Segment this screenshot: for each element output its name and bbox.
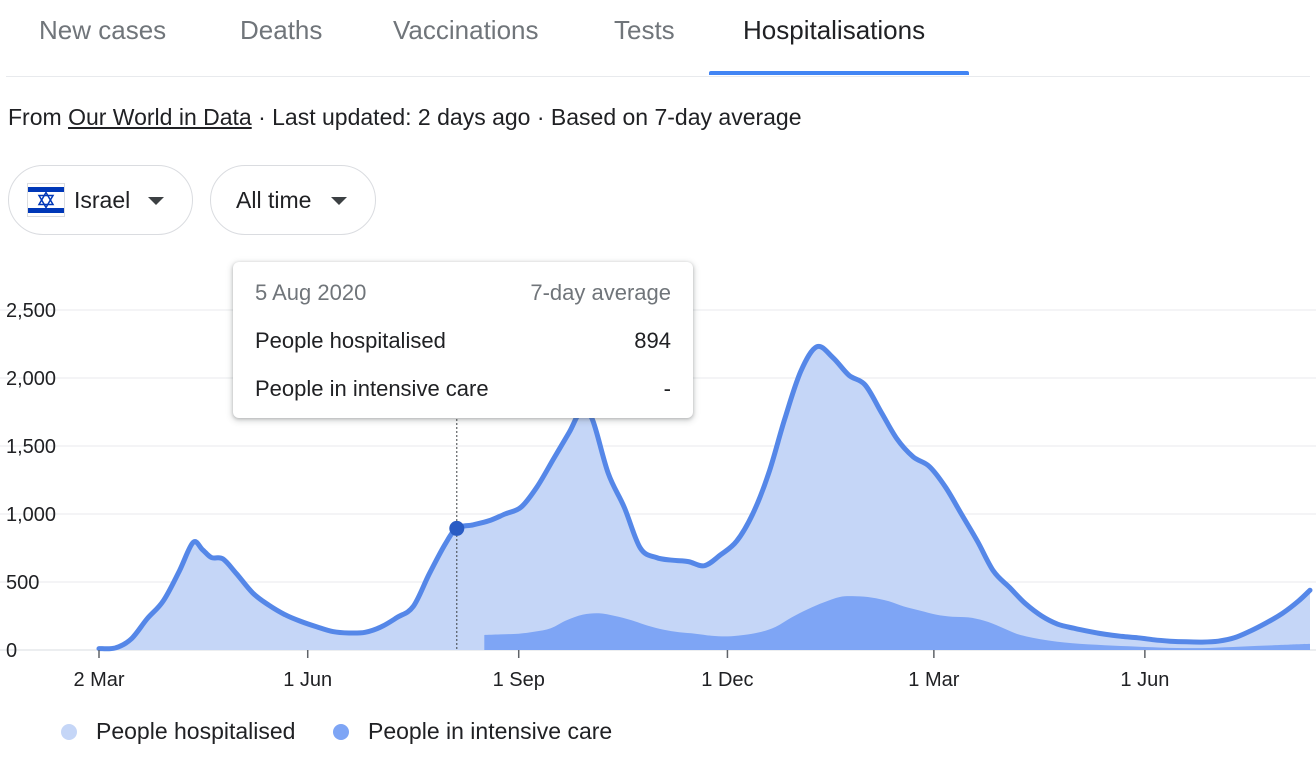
tooltip-row-hospitalised: People hospitalised 894 [255, 328, 671, 354]
chart-tooltip: 5 Aug 2020 7-day average People hospital… [233, 262, 693, 418]
hospitalisations-chart[interactable]: 0 500 1,000 1,500 2,000 2,500 2 Mar 1 Jun 1 Sep… [0, 250, 1316, 700]
x-tick-label: 2 Mar [73, 669, 124, 691]
y-tick-label: 2,500 [6, 300, 56, 322]
tab-new-cases[interactable]: New cases [39, 15, 167, 45]
tooltip-average-label: 7-day average [530, 280, 671, 305]
y-tick-label: 0 [6, 640, 17, 662]
tooltip-date: 5 Aug 2020 [255, 280, 367, 305]
hover-marker [449, 520, 465, 536]
y-tick-label: 2,000 [6, 368, 56, 390]
x-tick-label: 1 Mar [908, 669, 959, 691]
x-axis: 2 Mar 1 Jun 1 Sep 1 Dec 1 Mar 1 Jun [73, 650, 1169, 691]
y-axis: 0 500 1,000 1,500 2,000 2,500 [6, 300, 56, 662]
legend-swatch-icu [333, 724, 349, 740]
time-range-selector[interactable]: All time [210, 165, 376, 235]
chevron-down-icon [331, 197, 347, 205]
source-line: From Our World in Data · Last updated: 2… [8, 104, 802, 131]
legend-label: People hospitalised [96, 718, 296, 744]
tooltip-row-icu: People in intensive care - [255, 376, 671, 402]
legend-swatch-hospitalised [61, 724, 77, 740]
country-selector[interactable]: Israel [8, 165, 193, 235]
tooltip-header: 5 Aug 2020 7-day average [255, 280, 671, 306]
tab-hospitalisations[interactable]: Hospitalisations [743, 15, 926, 45]
tooltip-row-label: People hospitalised [255, 328, 446, 353]
x-tick-label: 1 Dec [701, 669, 753, 691]
tab-vaccinations[interactable]: Vaccinations [393, 15, 539, 45]
x-tick-label: 1 Jun [1120, 669, 1169, 691]
active-tab-indicator [709, 71, 969, 75]
metric-tabs: New cases Deaths Vaccinations Tests Hosp… [6, 0, 1310, 77]
source-prefix: From [8, 104, 62, 130]
tab-deaths[interactable]: Deaths [240, 15, 323, 45]
legend-label: People in intensive care [368, 718, 613, 744]
israel-flag-icon [27, 183, 65, 217]
source-link[interactable]: Our World in Data [68, 104, 252, 130]
y-tick-label: 500 [6, 572, 39, 594]
x-tick-label: 1 Sep [493, 669, 545, 691]
tab-tests[interactable]: Tests [614, 15, 675, 45]
icu-area [484, 596, 1310, 650]
y-tick-label: 1,000 [6, 504, 56, 526]
y-tick-label: 1,500 [6, 436, 56, 458]
tooltip-row-label: People in intensive care [255, 376, 489, 401]
source-suffix: · Last updated: 2 days ago · Based on 7-… [258, 104, 802, 130]
time-range-label: All time [236, 187, 312, 213]
x-tick-label: 1 Jun [283, 669, 332, 691]
hospitalised-line [96, 343, 1313, 652]
chevron-down-icon [148, 197, 164, 205]
tooltip-row-value: 894 [634, 328, 671, 353]
hospitalised-area [99, 346, 1310, 650]
country-label: Israel [74, 187, 131, 213]
tooltip-row-value: - [663, 376, 671, 401]
